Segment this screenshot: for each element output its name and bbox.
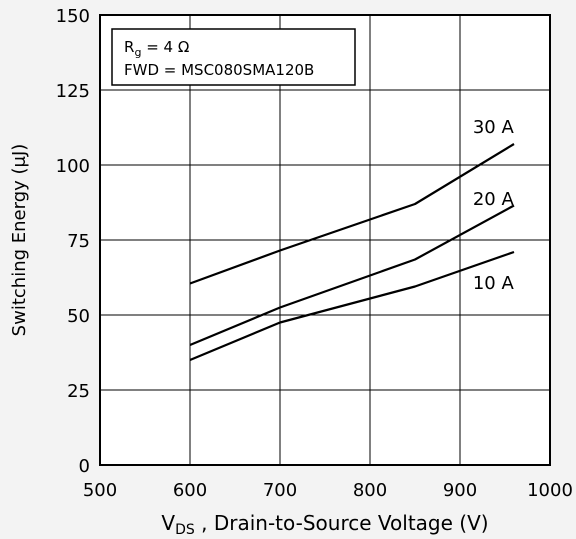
legend-r-value: = 4 Ω [141, 38, 189, 56]
plot-border [99, 14, 551, 466]
y-tick-label-0: 0 [79, 456, 90, 477]
y-axis-title: Switching Energy (μJ) [9, 144, 30, 337]
series-line-2 [189, 250, 515, 362]
y-tick-label-5: 125 [56, 81, 90, 102]
x-tick-labels: 500 600 700 800 900 1000 [83, 480, 573, 501]
series-labels: 30 A 20 A 10 A [473, 117, 515, 294]
x-axis-title-text: , Drain-to-Source Voltage (V) [195, 511, 489, 535]
x-tick-label-2: 700 [263, 480, 297, 501]
y-tick-label-6: 150 [56, 6, 90, 27]
series-line-1 [189, 204, 515, 347]
x-axis-title-v: V [161, 511, 175, 535]
series-lines [189, 143, 515, 362]
legend-line-2: FWD = MSC080SMA120B [124, 61, 314, 79]
legend-r-subscript: g [134, 46, 141, 59]
series-label-0: 30 A [473, 117, 515, 138]
x-tick-label-1: 600 [173, 480, 207, 501]
x-tick-label-3: 800 [353, 480, 387, 501]
y-tick-label-2: 50 [67, 306, 90, 327]
legend-box [111, 28, 356, 86]
series-line-0 [189, 143, 515, 285]
x-tick-label-5: 1000 [527, 480, 573, 501]
legend-line-1: Rg = 4 Ω [124, 38, 189, 59]
y-tick-label-1: 25 [67, 381, 90, 402]
y-tick-label-4: 100 [56, 156, 90, 177]
y-tick-labels: 0 25 50 75 100 125 150 [56, 6, 90, 477]
grid-lines [99, 14, 551, 466]
x-axis-title-subscript: DS [175, 522, 195, 538]
legend-r-symbol: R [124, 38, 134, 56]
x-tick-label-4: 900 [443, 480, 477, 501]
x-axis-title: VDS , Drain-to-Source Voltage (V) [161, 511, 488, 538]
series-label-2: 10 A [473, 273, 515, 294]
series-label-1: 20 A [473, 189, 515, 210]
x-tick-label-0: 500 [83, 480, 117, 501]
y-tick-label-3: 75 [67, 231, 90, 252]
